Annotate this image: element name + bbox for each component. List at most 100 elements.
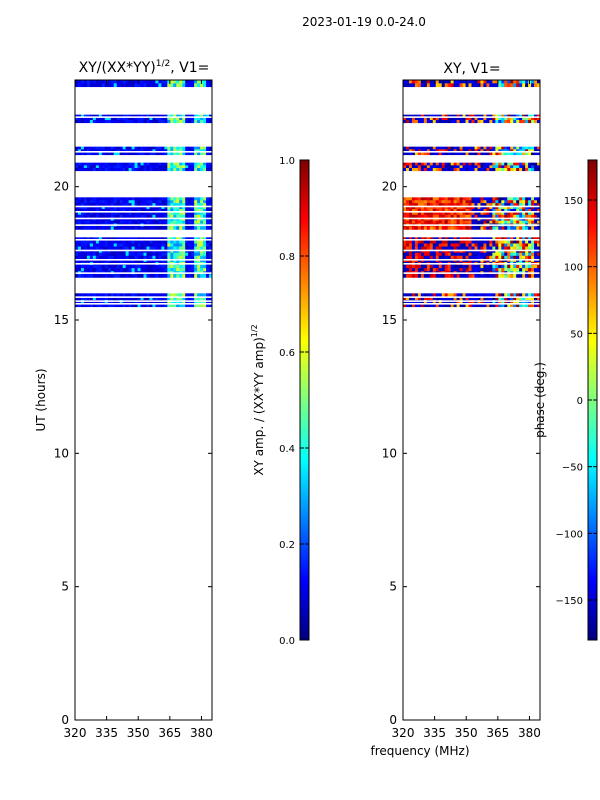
heatmap-cell — [453, 296, 458, 301]
heatmap-cell — [438, 258, 443, 263]
heatmap-cell — [113, 303, 118, 308]
heatmap-cell — [531, 203, 535, 207]
heatmap-cell — [507, 197, 511, 201]
heatmap-cell — [528, 296, 532, 301]
heatmap-cell — [182, 240, 186, 244]
heatmap-cell — [164, 162, 168, 166]
heatmap-cell — [519, 197, 523, 201]
heatmap-cell — [423, 255, 428, 260]
heatmap-cell — [507, 149, 511, 153]
heatmap-cell — [107, 200, 112, 204]
heatmap-cell — [194, 296, 198, 301]
heatmap-cell — [477, 243, 481, 247]
y-tick-label: 20 — [382, 180, 397, 194]
heatmap-cell — [101, 252, 106, 257]
heatmap-cell — [149, 117, 153, 121]
heatmap-cell — [528, 83, 532, 88]
heatmap-cell — [149, 243, 153, 247]
heatmap-cell — [194, 149, 198, 153]
heatmap-cell — [77, 293, 82, 298]
heatmap-cell — [158, 208, 162, 213]
heatmap-cell — [83, 296, 88, 301]
heatmap-cell — [83, 243, 88, 247]
heatmap-cell — [450, 120, 455, 124]
heatmap-cell — [483, 203, 487, 207]
heatmap-cell — [411, 146, 416, 150]
heatmap-cell — [447, 303, 452, 308]
heatmap-cell — [429, 293, 434, 298]
phase-colorbar-label: phase (deg.) — [533, 362, 547, 438]
heatmap-cell — [403, 226, 407, 230]
heatmap-cell — [155, 249, 159, 254]
heatmap-cell — [438, 252, 443, 257]
heatmap-cell — [403, 296, 407, 301]
heatmap-cell — [170, 120, 174, 124]
heatmap-cell — [408, 114, 413, 118]
heatmap-cell — [408, 83, 413, 88]
heatmap-cell — [414, 296, 419, 301]
heatmap-cell — [83, 208, 88, 213]
heatmap-cell — [161, 296, 165, 301]
heatmap-cell — [203, 114, 207, 118]
heatmap-cell — [423, 211, 428, 216]
heatmap-cell — [101, 114, 106, 118]
heatmap-cell — [197, 214, 201, 219]
heatmap-cell — [77, 206, 82, 210]
heatmap-cell — [77, 255, 82, 260]
heatmap-cell — [471, 211, 475, 216]
y-tick-label: 15 — [382, 313, 397, 327]
heatmap-cell — [83, 80, 88, 84]
heatmap-cell — [95, 252, 100, 257]
heatmap-cell — [173, 120, 177, 124]
heatmap-cell — [522, 149, 526, 153]
heatmap-cell — [495, 296, 499, 301]
heatmap-cell — [203, 246, 207, 251]
heatmap-cell — [510, 217, 514, 222]
heatmap-cell — [426, 211, 431, 216]
heatmap-cell — [197, 252, 201, 257]
heatmap-cell — [200, 83, 204, 88]
heatmap-cell — [122, 268, 127, 272]
heatmap-cell — [191, 162, 195, 166]
heatmap-cell — [110, 162, 115, 166]
heatmap-cell — [441, 83, 446, 88]
heatmap-cell — [411, 206, 416, 210]
heatmap-cell — [516, 208, 520, 213]
heatmap-cell — [486, 208, 490, 213]
heatmap-cell — [495, 206, 499, 210]
heatmap-cell — [435, 206, 440, 210]
heatmap-cell — [441, 117, 446, 121]
heatmap-cell — [77, 80, 82, 84]
heatmap-cell — [161, 214, 165, 219]
heatmap-cell — [164, 80, 168, 84]
heatmap-cell — [525, 152, 529, 156]
heatmap-cell — [522, 255, 526, 260]
heatmap-cell — [104, 206, 109, 210]
heatmap-cell — [525, 249, 529, 254]
heatmap-cell — [471, 217, 475, 222]
heatmap-cell — [146, 243, 150, 247]
heatmap-cell — [143, 211, 147, 216]
heatmap-cell — [134, 258, 138, 263]
heatmap-cell — [504, 203, 508, 207]
heatmap-cell — [107, 120, 112, 124]
heatmap-cell — [125, 258, 130, 263]
heatmap-cell — [444, 296, 449, 301]
heatmap-cell — [197, 246, 201, 251]
heatmap-cell — [403, 252, 407, 257]
heatmap-cell — [420, 268, 425, 272]
heatmap-cell — [176, 265, 180, 269]
heatmap-cell — [441, 240, 446, 244]
heatmap-cell — [92, 220, 97, 224]
heatmap-cell — [122, 165, 127, 169]
heatmap-cell — [80, 208, 85, 213]
heatmap-cell — [403, 211, 407, 216]
heatmap-cell — [528, 220, 532, 224]
heatmap-cell — [403, 240, 407, 244]
heatmap-cell — [456, 80, 460, 84]
heatmap-cell — [519, 83, 523, 88]
heatmap-cell — [510, 268, 514, 272]
heatmap-cell — [429, 274, 434, 278]
heatmap-cell — [75, 249, 79, 254]
heatmap-cell — [83, 162, 88, 166]
